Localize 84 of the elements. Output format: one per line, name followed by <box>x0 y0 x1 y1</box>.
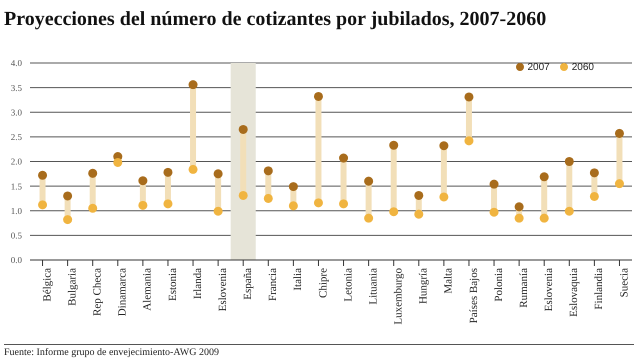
point <box>63 215 72 224</box>
point <box>590 192 599 201</box>
point <box>389 140 398 150</box>
point <box>414 210 424 219</box>
point <box>540 172 549 182</box>
point <box>314 92 323 101</box>
x-tick-label: Eslovenia <box>543 268 556 312</box>
point <box>214 206 223 216</box>
y-tick-label: 3.5 <box>10 82 22 93</box>
point <box>288 182 298 192</box>
x-tick-label: Eslovenia <box>216 268 229 312</box>
point <box>414 190 424 200</box>
legend-label: 2060 <box>572 62 594 73</box>
x-tick-label: Dinamarca <box>116 268 129 316</box>
point <box>364 176 374 186</box>
x-tick-label: Suecia <box>618 268 630 298</box>
point <box>38 170 48 180</box>
source-note: Fuente: Informe grupo de envejecimiento-AWG 2009 <box>4 347 219 358</box>
point <box>564 156 574 166</box>
x-tick-label: Chipre <box>317 268 330 298</box>
x-tick-label: Países Bajos <box>468 268 480 324</box>
point <box>364 214 374 223</box>
x-tick-label: Bélgica <box>41 268 54 302</box>
point <box>540 214 549 223</box>
point <box>238 124 248 134</box>
y-tick-label: 2.0 <box>10 156 22 167</box>
point <box>490 208 499 217</box>
x-tick-label: Rep Checa <box>92 268 104 316</box>
x-tick-label: Bulgaria <box>66 268 78 306</box>
point <box>88 168 98 178</box>
point <box>590 168 599 178</box>
point <box>88 204 98 213</box>
point <box>490 180 499 189</box>
y-tick-label: 3.0 <box>10 107 22 118</box>
point <box>339 154 348 163</box>
y-tick-label: 0.0 <box>10 255 22 266</box>
point <box>188 80 198 90</box>
point <box>113 158 122 167</box>
point <box>63 191 72 200</box>
y-tick-label: 2.5 <box>10 132 22 142</box>
point <box>163 168 172 177</box>
x-tick-label: Polonia <box>492 268 505 302</box>
x-tick-label: Hungría <box>418 268 430 304</box>
x-tick-label: Estonia <box>166 268 179 301</box>
point <box>439 192 448 202</box>
y-tick-label: 1.5 <box>10 181 22 192</box>
point <box>464 92 474 102</box>
point <box>389 207 398 216</box>
point <box>614 128 624 138</box>
point <box>138 176 148 186</box>
point <box>339 199 348 208</box>
point <box>464 136 474 146</box>
legend-label: 2007 <box>528 62 550 73</box>
point <box>264 194 273 203</box>
point <box>38 200 48 210</box>
point <box>288 201 298 210</box>
x-tick-label: Francia <box>267 268 280 301</box>
x-tick-label: España <box>242 268 254 300</box>
x-tick-label: Lituania <box>367 268 380 305</box>
point <box>138 200 148 210</box>
point <box>214 169 223 178</box>
x-tick-label: Finlandia <box>593 268 606 310</box>
x-tick-label: Irlanda <box>192 268 204 300</box>
point <box>514 214 524 223</box>
y-tick-label: 0.5 <box>10 230 22 241</box>
y-tick-label: 1.0 <box>10 206 22 216</box>
x-tick-label: Letonia <box>342 268 354 302</box>
x-tick-label: Alemania <box>142 268 154 311</box>
x-tick-label: Rumanía <box>518 268 530 308</box>
point <box>163 199 172 208</box>
point <box>314 198 323 208</box>
point <box>188 164 198 174</box>
y-tick-label: 4.0 <box>10 58 22 68</box>
x-tick-label: Malta <box>442 268 455 294</box>
point <box>514 202 524 212</box>
point <box>439 141 448 150</box>
chart-title: Proyecciones del número de cotizantes por jubilados, 2007-2060 <box>4 8 546 31</box>
point <box>614 179 624 188</box>
point <box>238 190 248 200</box>
x-tick-label: Italia <box>292 268 304 291</box>
point <box>264 166 273 176</box>
x-tick-label: Luxemburgo <box>392 268 405 325</box>
point <box>564 206 574 216</box>
x-tick-label: Eslovaquia <box>568 268 580 317</box>
